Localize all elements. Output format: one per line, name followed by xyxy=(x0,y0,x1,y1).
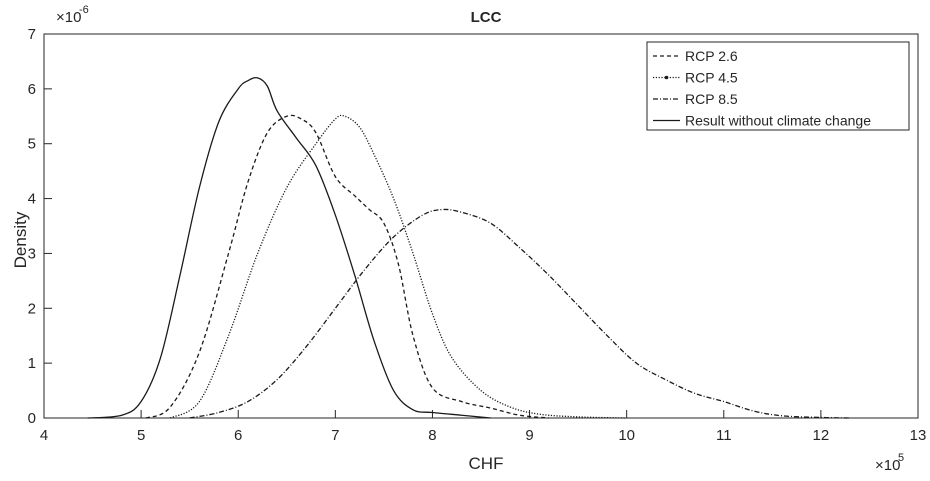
y-tick-label: 0 xyxy=(28,410,36,427)
x-axis-label: CHF xyxy=(469,454,504,473)
x-tick-label: 12 xyxy=(813,427,830,444)
y-exponent-power: -6 xyxy=(79,4,89,16)
x-exponent-power: 5 xyxy=(898,452,904,464)
legend-label: RCP 4.5 xyxy=(685,70,738,86)
y-tick-label: 4 xyxy=(28,191,36,208)
plot-area xyxy=(87,77,851,419)
x-tick-label: 4 xyxy=(40,427,48,444)
x-exponent: ×10 5 xyxy=(875,452,904,474)
x-tick-label: 7 xyxy=(331,427,339,444)
axes-box xyxy=(43,33,919,419)
x-tick-label: 8 xyxy=(428,427,436,444)
legend-label: RCP 2.6 xyxy=(685,48,738,64)
x-tick-label: 13 xyxy=(910,427,927,444)
y-tick-label: 7 xyxy=(28,26,36,43)
y-axis-label: Density xyxy=(11,211,30,268)
y-tick-label: 3 xyxy=(28,245,36,262)
series-line xyxy=(87,77,491,419)
x-tick-label: 11 xyxy=(716,427,732,444)
chart-title: LCC xyxy=(471,9,502,26)
series-line xyxy=(145,114,550,419)
y-tick-label: 2 xyxy=(28,300,36,317)
legend: RCP 2.6 RCP 4.5 RCP 8.5 Result without clim… xyxy=(646,41,910,131)
y-tick-label: 5 xyxy=(28,136,36,153)
series-line xyxy=(189,208,851,419)
legend-label: Result without climate change xyxy=(685,113,871,129)
series-line xyxy=(169,114,627,419)
legend-marker xyxy=(664,75,669,80)
y-tick-label: 1 xyxy=(28,355,36,372)
y-exponent: ×10 -6 xyxy=(56,4,89,26)
y-tick-label: 6 xyxy=(28,81,36,98)
x-tick-label: 9 xyxy=(525,427,533,444)
legend-label: RCP 8.5 xyxy=(685,91,738,107)
x-exponent-base: ×10 xyxy=(875,457,900,474)
x-tick-label: 5 xyxy=(137,427,145,444)
legend-box xyxy=(646,41,910,131)
y-exponent-base: ×10 xyxy=(56,9,81,26)
x-tick-label: 6 xyxy=(234,427,242,444)
x-tick-label: 10 xyxy=(618,427,635,444)
